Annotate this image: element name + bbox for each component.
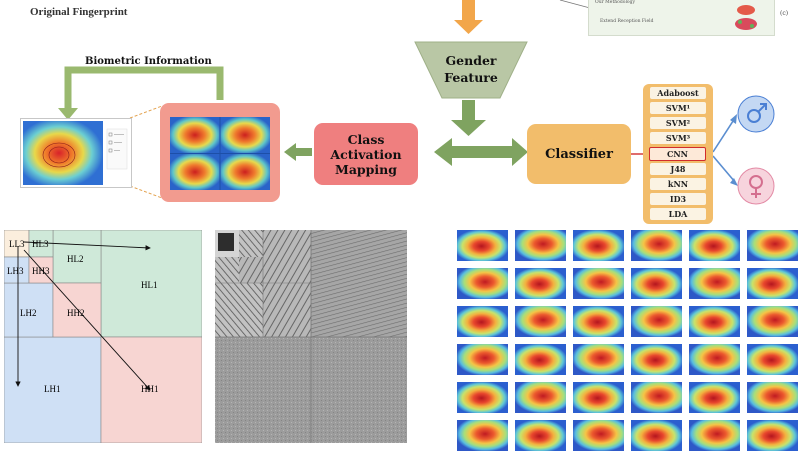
- dwt-fingerprint-image: [215, 230, 407, 443]
- heatmap-cell: [747, 268, 798, 299]
- subband-label: LH3: [7, 266, 24, 276]
- cam-line1: Class: [347, 131, 385, 147]
- heatmap-cell: [457, 382, 508, 413]
- fingerprint-screenshot: [20, 118, 132, 188]
- gender-feature-shape: [414, 41, 528, 99]
- algorithm-item: SVM¹: [650, 102, 706, 114]
- heatmap-quad: [170, 117, 270, 190]
- subband-label: HH1: [141, 384, 159, 394]
- heatmap-cell: [689, 382, 740, 413]
- algorithm-item: LDA: [650, 208, 706, 220]
- algorithm-item: SVM³: [650, 132, 706, 144]
- green-down-arrow-head: [451, 120, 486, 136]
- heatmap-cell: [631, 382, 682, 413]
- subband-label: HL3: [32, 239, 49, 249]
- green-down-arrow-shaft: [462, 100, 475, 122]
- heatmap-cell: [747, 420, 798, 451]
- heatmap-cell: [631, 306, 682, 337]
- algorithm-item: Adaboost: [650, 87, 706, 99]
- heatmap-cell: [573, 420, 624, 451]
- cam-line2: Activation: [330, 146, 402, 162]
- subband-label: LH2: [20, 308, 37, 318]
- gender-feature-line1: Gender: [445, 53, 497, 68]
- original-fingerprint-caption: Original Fingerprint: [30, 6, 128, 18]
- male-symbol-icon: [737, 95, 775, 133]
- heatmap-cell: [515, 344, 566, 375]
- cam-heatmap-grid: [457, 230, 805, 452]
- heatmap-cell: [631, 420, 682, 451]
- orange-arrow-shaft: [462, 0, 475, 22]
- snippet-line2: Extend Reception Field: [600, 19, 654, 24]
- heatmap-cell: [747, 306, 798, 337]
- heatmap-cell: [573, 306, 624, 337]
- biometric-information-label: Biometric Information: [85, 56, 212, 67]
- cam-left-arrow-head: [284, 143, 296, 161]
- subband-label: HL1: [141, 280, 158, 290]
- heatmap-cell: [515, 230, 566, 261]
- heatmap-cell: [689, 344, 740, 375]
- heatmap-cell: [457, 268, 508, 299]
- wavelet-decomposition-diagram: LL3 HL3 LH3 HH3 HL2 LH2 HH2 HL1 LH1 HH1: [4, 230, 202, 443]
- snippet-heat-thumb: [732, 2, 762, 32]
- heatmap-cell: [457, 230, 508, 261]
- biometric-u-arrow: [64, 66, 224, 110]
- subband-label: HL2: [67, 254, 84, 264]
- pipeline-arrows: [58, 0, 775, 205]
- snippet-line1: Our Methodology: [595, 0, 636, 5]
- heatmap-cell: [631, 344, 682, 375]
- algorithm-item: SVM²: [650, 117, 706, 129]
- subband-label: LH1: [44, 384, 61, 394]
- green-double-arrow-shaft: [450, 146, 514, 158]
- heatmap-cell: [631, 230, 682, 261]
- heatmap-cell: [573, 268, 624, 299]
- subband-label: LL3: [9, 239, 25, 249]
- gender-feature-line2: Feature: [444, 70, 498, 85]
- heatmap-cell: [631, 268, 682, 299]
- heatmap-cell: [573, 382, 624, 413]
- subband-label: HH3: [32, 266, 50, 276]
- subband-label: HH2: [67, 308, 85, 318]
- female-symbol-icon: [737, 167, 775, 205]
- heatmap-cell: [747, 230, 798, 261]
- algorithm-item-highlighted: CNN: [649, 147, 706, 161]
- algorithm-item: ID3: [650, 193, 706, 205]
- heatmap-cell: [689, 420, 740, 451]
- algorithm-list-panel: Adaboost SVM¹ SVM² SVM³ CNN J48 kNN ID3 …: [643, 84, 713, 224]
- classifier-box: Classifier: [527, 124, 631, 184]
- heatmap-cell: [689, 268, 740, 299]
- heatmap-cell: [573, 344, 624, 375]
- class-activation-mapping-box: Class Activation Mapping: [314, 123, 418, 185]
- heatmap-cell: [457, 344, 508, 375]
- cam-line3: Mapping: [335, 161, 397, 177]
- algorithm-item: J48: [650, 163, 706, 175]
- heatmap-cell: [457, 420, 508, 451]
- heatmap-cell: [747, 344, 798, 375]
- algorithm-item: kNN: [650, 178, 706, 190]
- panel-c-label: (c): [780, 10, 789, 17]
- heatmap-cell: [689, 230, 740, 261]
- heatmap-cell: [515, 306, 566, 337]
- heatmap-cell: [515, 268, 566, 299]
- gender-feature-label: Gender Feature: [415, 52, 527, 86]
- heatmap-cell: [515, 382, 566, 413]
- heatmap-cell: [515, 420, 566, 451]
- heatmap-cell: [689, 306, 740, 337]
- heatmap-cell: [747, 382, 798, 413]
- heatmap-cell: [573, 230, 624, 261]
- orange-arrow-head: [454, 20, 483, 34]
- heatmap-cell: [457, 306, 508, 337]
